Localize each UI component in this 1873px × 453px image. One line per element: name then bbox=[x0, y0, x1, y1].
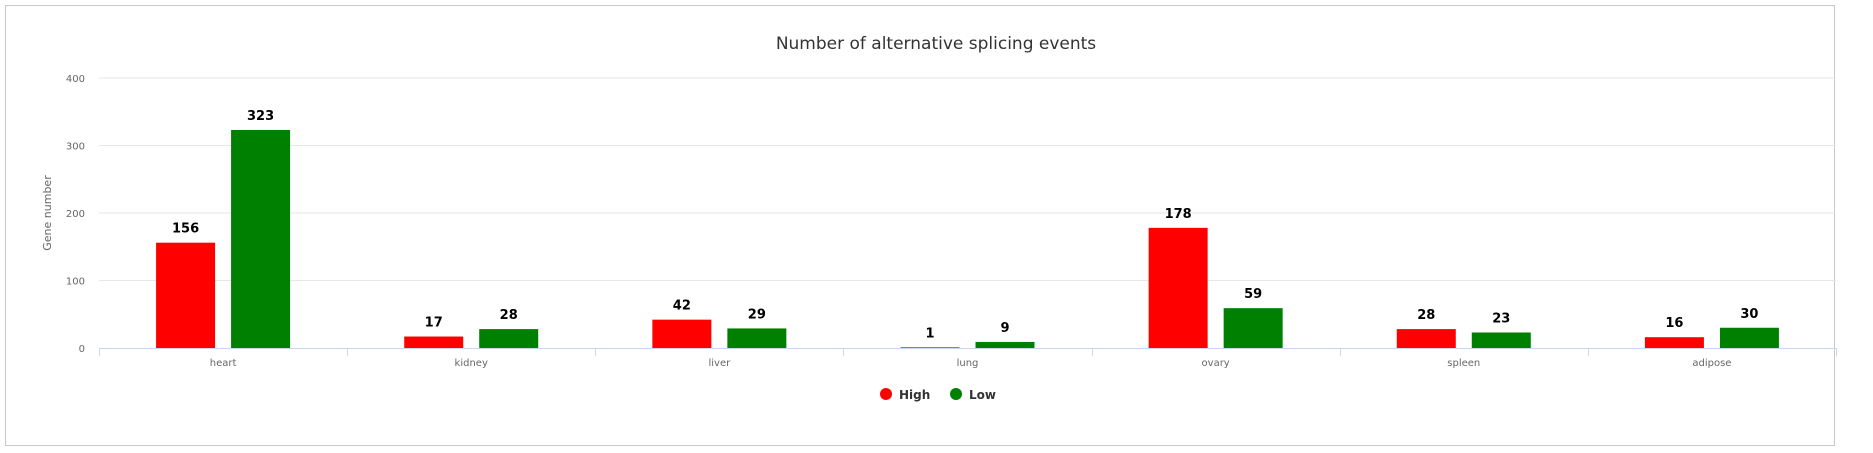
legend[interactable]: High Low bbox=[880, 388, 996, 402]
chart-title: Number of alternative splicing events bbox=[776, 34, 1096, 54]
legend-marker-icon bbox=[880, 388, 892, 400]
bar-high-ovary[interactable] bbox=[1148, 227, 1208, 348]
data-label: 1 bbox=[925, 326, 934, 341]
y-tick-label: 200 bbox=[66, 209, 85, 220]
legend-marker-icon bbox=[950, 388, 962, 400]
bar-low-lung[interactable] bbox=[975, 341, 1035, 348]
y-tick-label: 300 bbox=[66, 142, 85, 153]
gridlines bbox=[99, 77, 1836, 281]
bar-low-liver[interactable] bbox=[727, 328, 787, 348]
bar-high-adipose[interactable] bbox=[1644, 337, 1704, 348]
bar-high-heart[interactable] bbox=[156, 242, 216, 348]
legend-item-low[interactable]: Low bbox=[950, 388, 996, 402]
data-label: 42 bbox=[673, 299, 691, 314]
x-axis: heart kidney liver lung ovary spleen adipose bbox=[99, 348, 1837, 369]
bars bbox=[156, 129, 1779, 348]
bar-high-lung[interactable] bbox=[900, 347, 960, 348]
legend-label: Low bbox=[969, 388, 996, 402]
x-tick-label: adipose bbox=[1692, 358, 1731, 369]
y-axis-label: Gene number bbox=[41, 175, 54, 251]
y-tick-label: 400 bbox=[66, 74, 85, 85]
bar-high-liver[interactable] bbox=[652, 319, 712, 348]
bar-high-kidney[interactable] bbox=[404, 336, 464, 348]
data-label: 9 bbox=[1000, 321, 1009, 336]
x-tick-label: spleen bbox=[1447, 358, 1480, 369]
data-label: 30 bbox=[1740, 307, 1758, 322]
x-tick-label: lung bbox=[957, 358, 979, 369]
data-label: 29 bbox=[748, 307, 766, 322]
x-tick-label: ovary bbox=[1202, 358, 1230, 369]
data-label: 28 bbox=[1417, 308, 1435, 323]
data-labels: 156 323 17 28 42 29 1 9 178 59 28 23 16 30 bbox=[172, 109, 1758, 341]
y-axis-ticks: 0 100 200 300 400 bbox=[66, 74, 85, 355]
bar-low-kidney[interactable] bbox=[479, 329, 539, 348]
bar-low-adipose[interactable] bbox=[1719, 327, 1779, 348]
bar-low-heart[interactable] bbox=[231, 129, 291, 348]
data-label: 156 bbox=[172, 222, 199, 237]
data-label: 23 bbox=[1492, 311, 1510, 326]
data-label: 28 bbox=[500, 308, 518, 323]
data-label: 323 bbox=[247, 109, 274, 124]
legend-item-high[interactable]: High bbox=[880, 388, 930, 402]
y-tick-label: 100 bbox=[66, 277, 85, 288]
data-label: 17 bbox=[425, 316, 443, 331]
legend-label: High bbox=[899, 388, 930, 402]
x-tick-label: kidney bbox=[455, 358, 488, 369]
x-tick-label: heart bbox=[210, 358, 237, 369]
data-label: 59 bbox=[1244, 287, 1262, 302]
bar-low-ovary[interactable] bbox=[1223, 308, 1283, 348]
x-tick-label: liver bbox=[708, 358, 731, 369]
y-tick-label: 0 bbox=[79, 344, 85, 355]
data-label: 178 bbox=[1165, 207, 1192, 222]
bar-low-spleen[interactable] bbox=[1471, 332, 1531, 348]
bar-high-spleen[interactable] bbox=[1396, 329, 1456, 348]
data-label: 16 bbox=[1665, 316, 1683, 331]
